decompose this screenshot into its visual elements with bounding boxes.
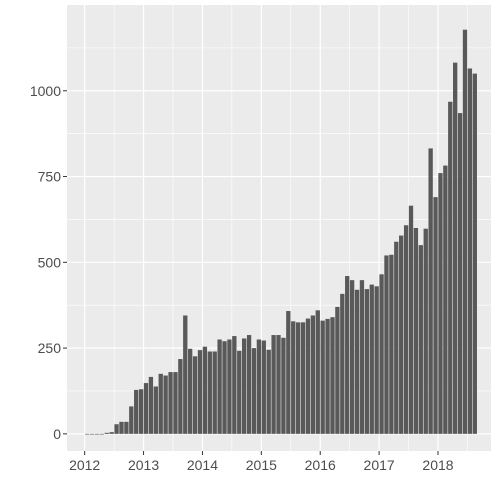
bar [153,386,158,434]
y-axis: 0 250 500 750 1000 [30,83,67,442]
bar [222,341,227,434]
bar [99,433,105,435]
bar [320,320,325,434]
y-tick-label: 1000 [30,83,61,99]
y-tick-label: 0 [53,426,61,442]
y-tick-label: 250 [38,340,62,356]
bar [84,433,90,435]
bar [310,315,316,434]
bar [212,351,217,434]
bar [124,421,129,434]
bar [227,339,232,434]
bar [359,280,365,434]
x-tick-label: 2013 [128,457,159,473]
bar [178,359,183,434]
bar [457,113,463,434]
bar [448,101,453,434]
bar [394,241,399,434]
bar [173,372,178,434]
y-tick-label: 500 [38,254,62,270]
bar [237,350,242,434]
bar [291,321,296,434]
bar [300,322,306,434]
bar [403,225,409,434]
bar [472,73,477,434]
bar [443,165,448,434]
bar [276,335,281,434]
bar [232,336,237,434]
bar [138,389,144,434]
bar [295,322,301,434]
x-tick-label: 2012 [69,457,100,473]
bar [349,280,355,434]
bar [89,433,95,435]
x-tick-label: 2016 [305,457,336,473]
bar [399,235,404,434]
bar [241,338,247,434]
bar [325,318,330,434]
bar [114,424,119,434]
x-tick-label: 2017 [364,457,395,473]
bar [148,376,154,434]
bar [423,228,428,434]
bar [104,432,109,434]
bar [340,293,345,434]
bar [453,62,458,434]
bar [207,351,212,434]
bar [261,340,266,434]
bar [163,375,168,434]
bar [94,433,100,435]
bar [281,337,286,434]
bar [408,205,414,434]
bar [413,228,419,434]
grid-minor [67,5,491,451]
bar [183,315,188,434]
bar [246,335,252,434]
x-axis: 2012 2013 2014 2015 2016 2017 2018 [69,451,454,473]
bar [354,289,360,434]
x-tick-label: 2015 [246,457,277,473]
bar [271,335,276,434]
x-tick-label: 2018 [422,457,453,473]
bar [389,254,394,434]
bar [119,421,124,434]
bar [335,306,340,434]
bar [188,348,193,434]
bar [158,373,163,434]
bar [109,432,114,434]
bar [438,173,443,434]
bar [134,389,139,434]
bar [192,356,198,434]
bar [266,349,271,434]
bar [384,255,389,434]
bar [143,383,149,434]
bar [369,284,374,434]
bar [379,274,384,434]
bar [315,310,320,434]
bar [129,406,134,434]
x-tick-label: 2014 [187,457,218,473]
bar [330,317,335,434]
bar [197,350,203,434]
bar [462,29,468,434]
bar [364,289,370,434]
bar [251,348,257,434]
bar [418,245,423,434]
bar [374,286,379,434]
bars [84,29,477,435]
bar [217,339,222,434]
bar [168,372,173,434]
y-tick-label: 750 [38,169,62,185]
bar [305,318,311,434]
bar [467,68,473,434]
bar [286,311,291,434]
bar [256,339,262,434]
bar [433,197,438,434]
bar [345,276,350,434]
bar [202,346,208,434]
bar [428,148,433,434]
